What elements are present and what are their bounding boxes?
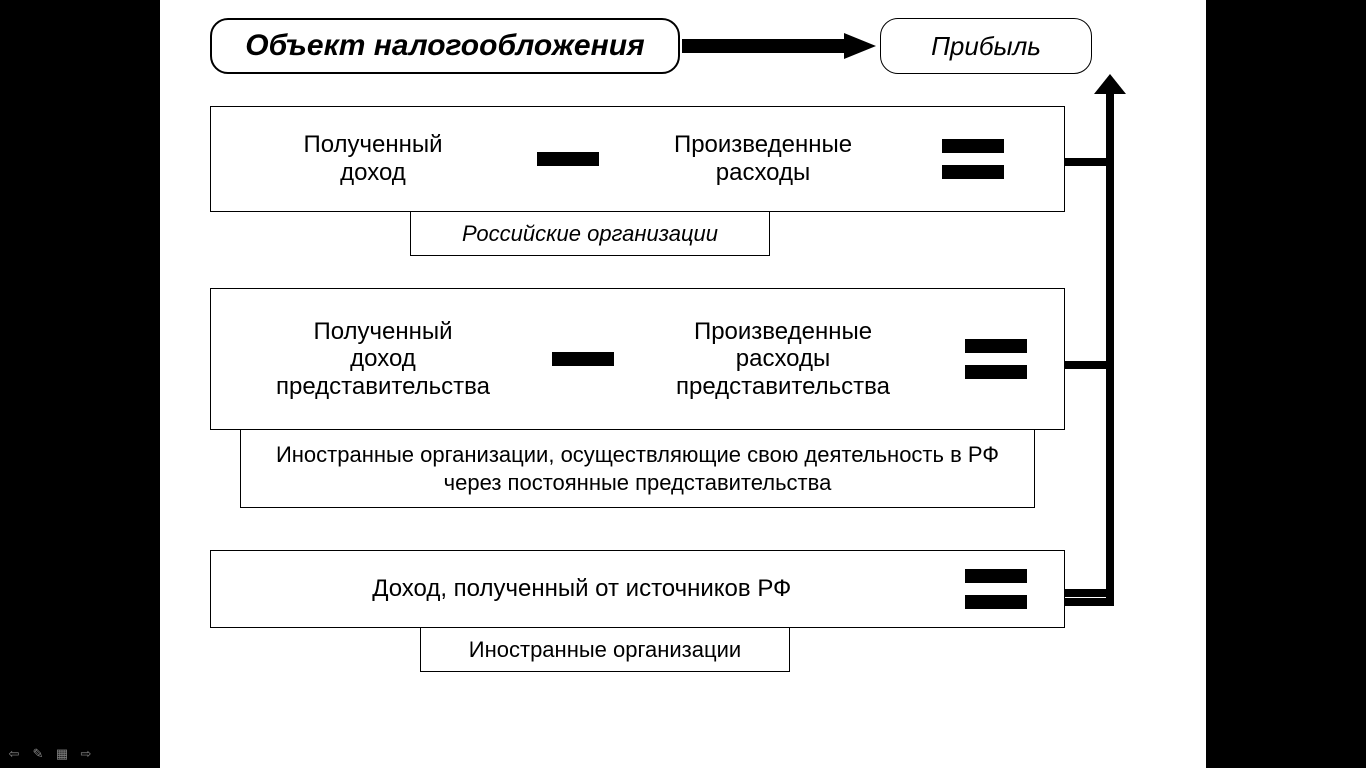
category-caption-2: Иностранные организации, осуществляющие … [240, 430, 1035, 508]
equals-icon [941, 569, 1053, 609]
prev-slide-button[interactable]: ⇦ [6, 746, 22, 762]
formula-box-1: Полученный доход Произведенные расходы [210, 106, 1065, 212]
expense-cell: Произведенные расходы [613, 131, 913, 186]
income-cell: Полученный доход представительства [223, 318, 543, 401]
slide-stage: Объект налогообложения Прибыль Полученны… [160, 0, 1206, 768]
equals-icon [943, 339, 1048, 379]
equals-icon [913, 139, 1033, 179]
pen-button[interactable]: ✎ [30, 746, 46, 762]
expense-cell: Произведенные расходы представительства [623, 318, 943, 401]
formula-box-3: Доход, полученный от источников РФ [210, 550, 1065, 628]
diagram-slide: Объект налогообложения Прибыль Полученны… [160, 0, 1206, 768]
category-caption-3: Иностранные организации [420, 628, 790, 672]
next-slide-button[interactable]: ⇨ [78, 746, 94, 762]
minus-icon [523, 152, 613, 166]
presenter-toolbar: ⇦ ✎ ▦ ⇨ [6, 746, 94, 762]
income-cell: Полученный доход [223, 131, 523, 186]
income-single: Доход, полученный от источников РФ [223, 575, 941, 603]
slide-grid-button[interactable]: ▦ [54, 746, 70, 762]
minus-icon [543, 352, 623, 366]
formula-box-2: Полученный доход представительства Произв… [210, 288, 1065, 430]
category-caption-1: Российские организации [410, 212, 770, 256]
